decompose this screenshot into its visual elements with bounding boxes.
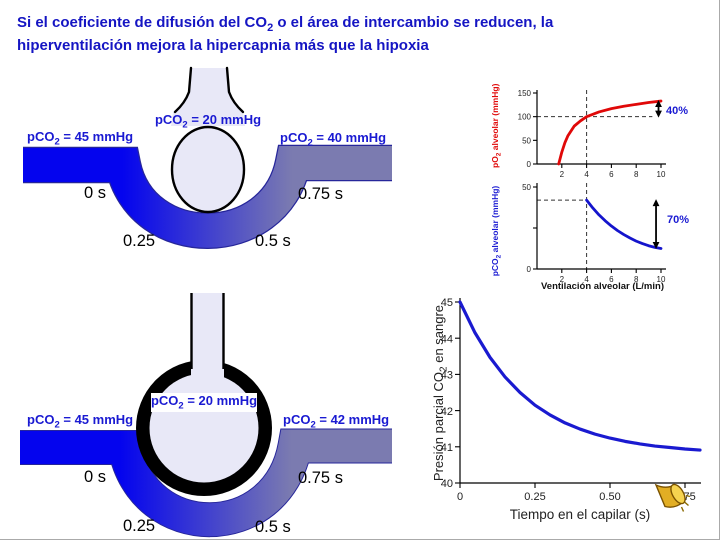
pCO2-en-sangre-curve [458,300,702,452]
x-tick-label: 0.25 [524,491,545,503]
y-tick-label: 43 [441,370,453,382]
alveolus-body [170,125,246,214]
speaker-bell [670,483,686,505]
x-tick-label: 6 [609,275,614,284]
arrowhead-up [652,199,660,207]
page-title: Si el coeficiente de difusión del CO2 o … [17,13,662,57]
alveolus-neck-fill [171,68,245,126]
y-tick-label: 50 [522,136,531,145]
po2-alveolar-chart: 0 50 100 150 2 4 6 8 10 [518,89,666,179]
y-tick-label: 44 [441,333,453,345]
pco2-inflow-label-1: pCO2 = 45 mmHg [27,129,134,148]
ventilation-x-axis-label: Ventilación alveolar (L/min) [540,281,664,292]
pco2-inflow-label-2: pCO2 = 45 mmHg [27,412,134,431]
pco2-outflow-label-2: pCO2 = 42 mmHg [283,412,390,431]
x-tick-label: 10 [657,275,666,284]
x-tick-label: 4 [584,275,589,284]
pCO2-alveolar-curve [585,198,663,250]
title-line-2: hiperventilación mejora la hipercapnia m… [17,37,429,55]
arrowhead-down [655,110,662,118]
x-tick-label: 10 [657,170,666,179]
y-tick-label: 150 [518,89,532,98]
pco2-alveolus-label-2: pCO2 = 20 mmHg [150,393,258,412]
y-tick-label: 100 [518,113,532,122]
x-tick-label: 2 [560,170,565,179]
y-tick-label: 40 [441,478,453,490]
y-tick-label: 0 [527,160,532,169]
time-label-0s-2: 0 s [84,468,107,486]
alveolus-neck-left-wall [173,66,193,114]
capillary-channel [20,429,392,537]
x-tick-label: 2 [560,275,565,284]
y-tick-label: 0 [527,265,532,274]
arrowhead-up [655,100,662,108]
time-label-025-2: 0.25 [123,517,156,535]
y-tick-label: 42 [441,406,453,418]
time-label-075s-1: 0.75 s [298,185,343,203]
pco2-alveolar-chart: 0 50 2 4 6 8 10 [522,183,666,284]
time-label-075s-2: 0.75 s [298,469,343,487]
speaker-icon[interactable] [652,477,691,517]
annotation-40-percent: 40% [666,105,689,117]
sound-ray [684,501,689,507]
po2-y-axis-label: pO2 alveolar (mmHg) [490,83,503,168]
x-tick-label: 0 [457,491,463,503]
x-tick-label: 8 [634,275,639,284]
alveolus-capillary-diagram-normal [23,66,392,249]
pco2-outflow-label-1: pCO2 = 40 mmHg [280,130,387,149]
annotation-70-percent: 70% [667,214,690,226]
time-label-025-1: 0.25 [123,232,156,250]
label-backing [151,393,257,412]
time-label-05s-1: 0.5 s [255,232,291,250]
alveolus-capillary-diagram-thickened [20,293,392,538]
y-tick-label: 50 [522,183,531,192]
time-label-05s-2: 0.5 s [255,518,291,536]
sound-ray [680,506,685,512]
x-tick-label: 6 [609,170,614,179]
pco2-y-axis-label: pCO2 alveolar (mmHg) [490,185,503,277]
title-line-1: Si el coeficiente de difusión del CO2 o … [17,14,554,34]
capillary-x-axis-label: Tiempo en el capilar (s) [509,507,651,522]
x-tick-label: 0.50 [599,491,620,503]
capillary-channel [23,146,392,248]
pco2-alveolus-label-1: pCO2 = 20 mmHg [154,112,262,131]
y-tick-label: 41 [441,442,453,454]
alveolus-neck-right-wall [225,66,245,114]
capillary-y-axis-label: Presión parcial CO2 en sangre [431,304,450,482]
arrowhead-down [652,242,660,250]
sound-ray [685,494,691,498]
pO2-alveolar-curve [557,99,663,166]
x-tick-label: 8 [634,170,639,179]
x-tick-label: 4 [584,170,589,179]
y-tick-label: 45 [441,297,453,309]
time-label-0s-1: 0 s [84,184,107,202]
